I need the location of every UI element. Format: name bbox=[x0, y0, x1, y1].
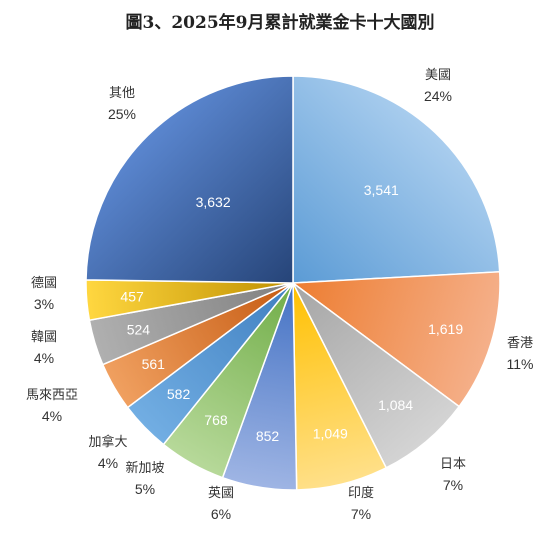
slice-percent-label: 11% bbox=[507, 356, 534, 372]
slice-value-label: 3,541 bbox=[364, 182, 399, 198]
slice-value-label: 582 bbox=[167, 386, 191, 402]
slice-percent-label: 3% bbox=[34, 296, 54, 312]
slice-percent-label: 4% bbox=[98, 455, 118, 471]
slice-category-label: 其他 bbox=[109, 86, 135, 101]
slice-category-label: 加拿大 bbox=[88, 434, 127, 450]
slice-value-label: 1,049 bbox=[313, 426, 348, 442]
slice-category-label: 香港 bbox=[507, 336, 533, 351]
slice-value-label: 1,084 bbox=[378, 397, 413, 413]
slice-percent-label: 5% bbox=[135, 481, 155, 497]
slice-category-label: 日本 bbox=[440, 457, 466, 472]
slice-value-label: 1,619 bbox=[428, 321, 463, 337]
slice-category-label: 德國 bbox=[31, 276, 57, 291]
slice-value-label: 852 bbox=[256, 428, 280, 444]
chart-title: 圖3、2025年9月累計就業金卡十大國別 bbox=[125, 13, 435, 33]
slice-category-label: 韓國 bbox=[31, 330, 57, 345]
slice-category-label: 印度 bbox=[348, 485, 374, 501]
slice-percent-label: 4% bbox=[34, 350, 54, 366]
slice-value-label: 561 bbox=[142, 356, 166, 372]
pie-slice-0 bbox=[292, 75, 501, 284]
pie-slice-10 bbox=[85, 75, 294, 284]
slice-percent-label: 7% bbox=[443, 477, 463, 493]
slice-category-label: 英國 bbox=[208, 486, 234, 501]
slice-category-label: 新加坡 bbox=[125, 460, 164, 476]
slice-percent-label: 4% bbox=[42, 408, 62, 424]
slice-value-label: 3,632 bbox=[196, 194, 231, 210]
slice-category-label: 美國 bbox=[425, 68, 451, 83]
slice-category-label: 馬來西亞 bbox=[26, 388, 78, 403]
pie-slice-1 bbox=[290, 271, 501, 408]
slice-percent-label: 6% bbox=[211, 506, 231, 522]
slice-value-label: 457 bbox=[120, 288, 144, 304]
slice-percent-label: 24% bbox=[424, 88, 452, 104]
slice-percent-label: 25% bbox=[108, 106, 136, 122]
pie-slice-2 bbox=[292, 282, 461, 469]
slice-percent-label: 7% bbox=[351, 506, 371, 522]
slice-value-label: 524 bbox=[127, 322, 151, 338]
slice-value-label: 768 bbox=[204, 412, 228, 428]
